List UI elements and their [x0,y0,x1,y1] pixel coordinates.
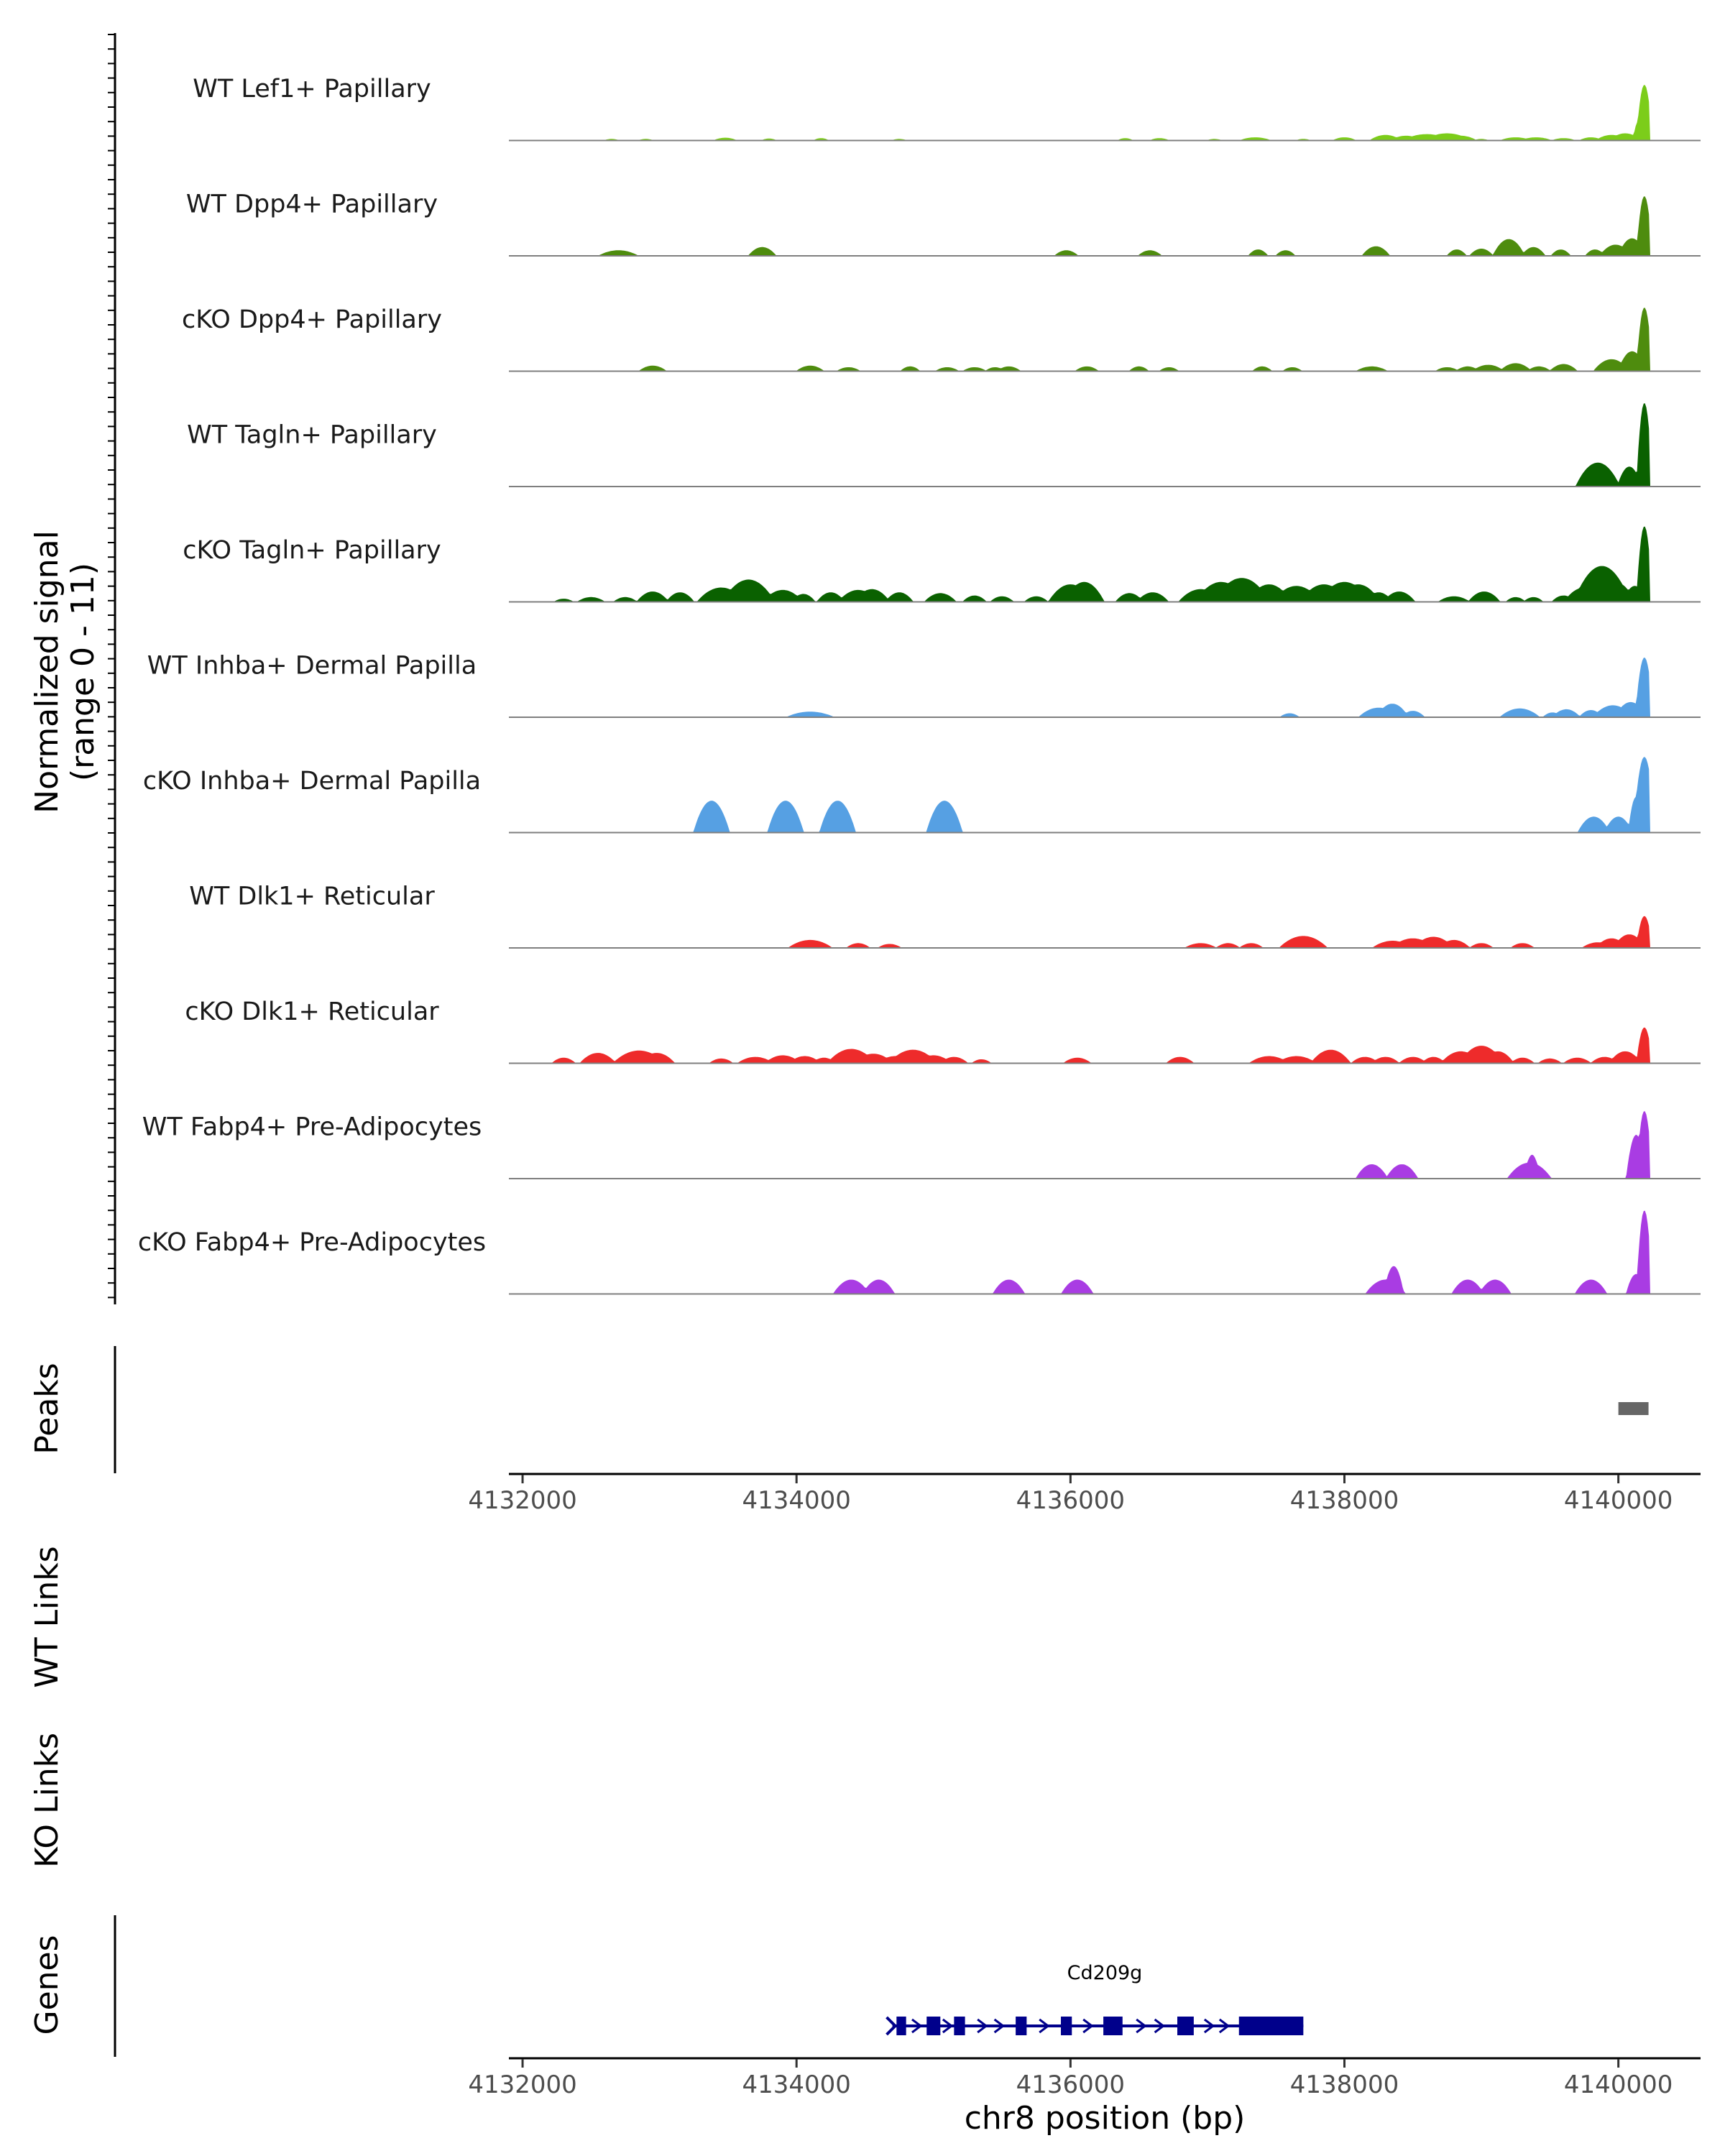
track-label: WT Inhba+ Dermal Papilla [147,652,477,681]
track-label: cKO Dpp4+ Papillary [182,305,442,334]
wt-links-panel-label: WT Links [29,1546,65,1687]
x-tick-label: 4138000 [1290,1486,1399,1515]
track-6: WT Inhba+ Dermal Papilla [147,652,1701,718]
y-axis-title-line2: (range 0 - 11) [65,563,101,781]
y-axis-ticks [108,34,115,1299]
x-tick-label: 4136000 [1016,1486,1125,1515]
x-tick-label: 4132000 [468,2070,576,2099]
gene-strand-arrow [1203,2018,1215,2034]
ko-links-panel-label: KO Links [29,1733,65,1868]
coverage-area-10 [509,1111,1701,1179]
x-tick-label: 4138000 [1290,2070,1399,2099]
gene-exon [926,2017,941,2035]
gene-exon [896,2017,906,2035]
gene-strand-arrow [1154,2018,1166,2034]
gene-strand-arrow [977,2018,988,2034]
coverage-area-9 [509,1027,1701,1064]
gene-strand-arrow [911,2018,923,2034]
gene-strand-arrow [1218,2018,1230,2034]
gene-strand-arrow [1039,2018,1050,2034]
gene-exon [1103,2017,1123,2035]
coverage-tracks: WT Lef1+ Papillary WT Dpp4+ Papillary cKO … [138,75,1701,1295]
peak-region [1618,1402,1649,1415]
track-label: cKO Dlk1+ Reticular [185,998,439,1026]
x-axis-top: 4132000 4134000 4136000 4138000 4140000 [468,1475,1673,1515]
gene-start-arrow [886,2016,898,2036]
track-3: cKO Dpp4+ Papillary [182,305,1701,372]
coverage-area-2 [509,196,1701,256]
track-label: cKO Inhba+ Dermal Papilla [143,767,481,796]
gene-label: Cd209g [1067,1962,1143,1984]
track-label: cKO Tagln+ Papillary [183,536,441,565]
x-tick-label: 4134000 [742,1486,850,1515]
coverage-area-1 [509,85,1701,141]
gene-strand-arrow [1082,2018,1094,2034]
coverage-area-5 [509,526,1701,602]
track-label: WT Lef1+ Papillary [193,75,431,103]
track-4: WT Tagln+ Papillary [187,403,1701,487]
gene-exon [1177,2017,1194,2035]
track-5: cKO Tagln+ Papillary [183,526,1701,603]
track-1: WT Lef1+ Papillary [193,75,1701,142]
track-9: cKO Dlk1+ Reticular [185,998,1701,1064]
peaks-panel-label: Peaks [29,1363,65,1454]
coverage-area-11 [509,1210,1701,1294]
x-tick-label: 4136000 [1016,2070,1125,2099]
peaks-track [1618,1402,1649,1415]
x-axis-bottom: 4132000 4134000 4136000 4138000 4140000 [468,2059,1673,2099]
track-label: WT Dpp4+ Papillary [186,190,438,219]
track-label: WT Fabp4+ Pre-Adipocytes [142,1113,482,1142]
track-label: WT Dlk1+ Reticular [189,883,435,911]
gene-track [886,2016,1304,2036]
gene-exon [1238,2017,1304,2035]
gene-exon [954,2017,965,2035]
gene-exon [1016,2017,1027,2035]
x-axis-title: chr8 position (bp) [965,2100,1246,2137]
track-11: cKO Fabp4+ Pre-Adipocytes [138,1210,1701,1295]
x-tick-label: 4134000 [742,2070,850,2099]
track-label: WT Tagln+ Papillary [187,421,437,450]
x-tick-label: 4140000 [1564,2070,1673,2099]
genes-panel-label: Genes [29,1935,65,2035]
gene-exon [1061,2017,1072,2035]
gene-strand-arrow [993,2018,1006,2034]
track-label: cKO Fabp4+ Pre-Adipocytes [138,1228,486,1257]
track-10: WT Fabp4+ Pre-Adipocytes [142,1111,1701,1179]
track-8: WT Dlk1+ Reticular [189,883,1701,949]
gene-strand-arrow [942,2018,954,2034]
x-tick-label: 4132000 [468,1486,576,1515]
coverage-area-6 [509,658,1701,717]
track-2: WT Dpp4+ Papillary [186,190,1701,257]
y-axis-title-line1: Normalized signal [29,530,65,814]
coverage-area-7 [509,757,1701,833]
coverage-area-4 [509,403,1701,487]
gene-strand-arrow [1136,2018,1147,2034]
coverage-area-8 [509,916,1701,948]
x-tick-label: 4140000 [1564,1486,1673,1515]
coverage-area-3 [509,308,1701,372]
track-7: cKO Inhba+ Dermal Papilla [143,757,1701,834]
